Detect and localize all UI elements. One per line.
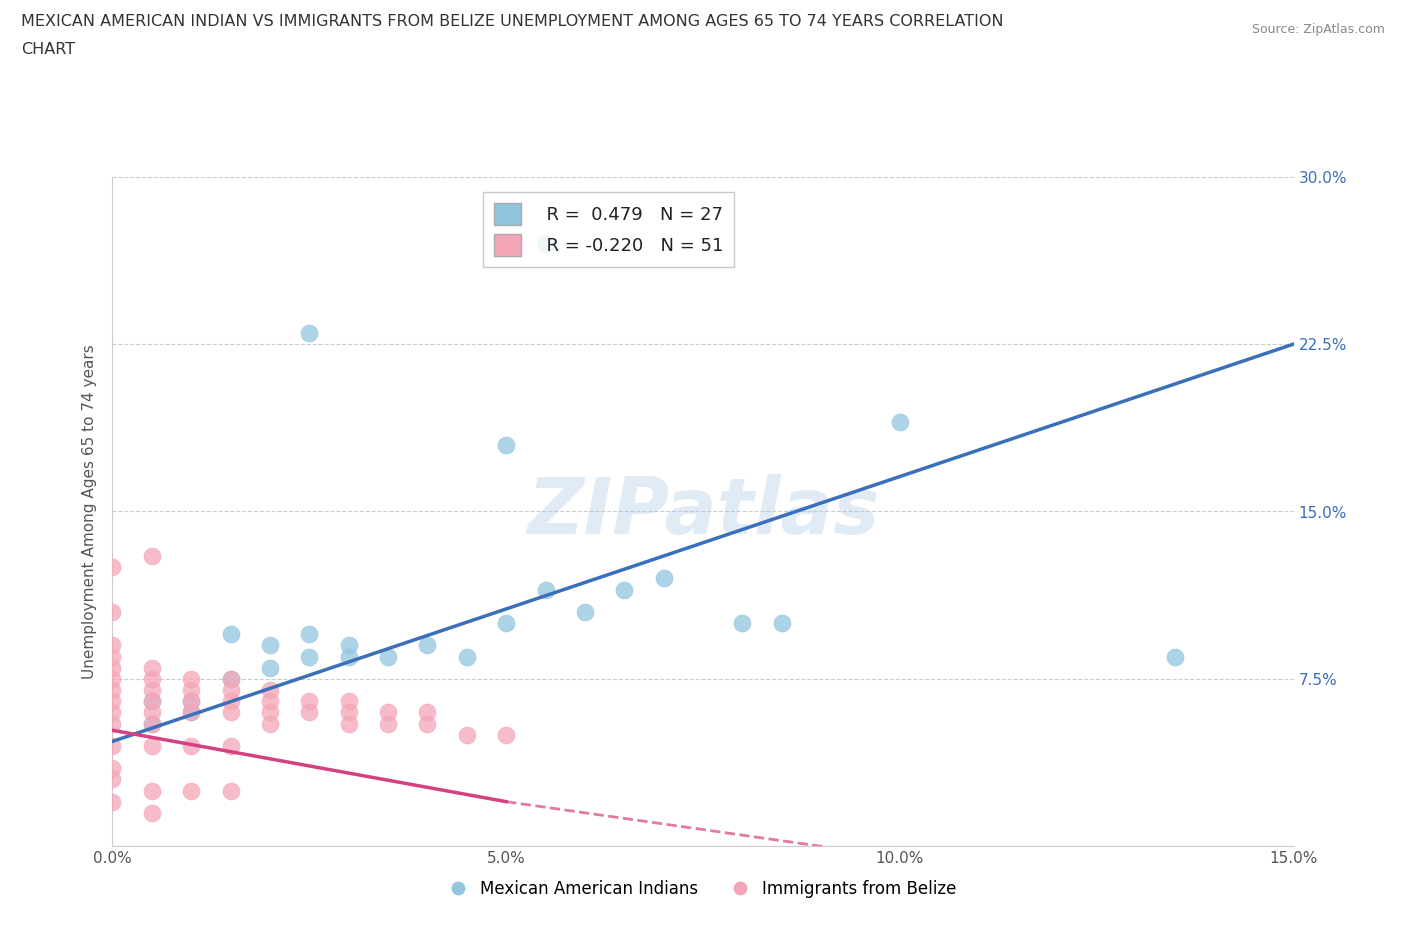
Point: [259, 683, 281, 698]
Point: [219, 671, 242, 686]
Point: [574, 604, 596, 619]
Point: [101, 638, 124, 653]
Point: [180, 671, 202, 686]
Point: [180, 694, 202, 709]
Point: [377, 716, 399, 731]
Point: [219, 694, 242, 709]
Point: [534, 582, 557, 597]
Point: [259, 705, 281, 720]
Point: [219, 783, 242, 798]
Point: [337, 638, 360, 653]
Point: [652, 571, 675, 586]
Point: [495, 437, 517, 452]
Text: CHART: CHART: [21, 42, 75, 57]
Point: [298, 694, 321, 709]
Point: [141, 716, 163, 731]
Point: [219, 671, 242, 686]
Point: [495, 616, 517, 631]
Point: [456, 649, 478, 664]
Point: [534, 236, 557, 251]
Point: [613, 582, 636, 597]
Point: [337, 705, 360, 720]
Point: [416, 638, 439, 653]
Point: [141, 660, 163, 675]
Point: [101, 683, 124, 698]
Point: [141, 694, 163, 709]
Point: [259, 694, 281, 709]
Point: [101, 694, 124, 709]
Point: [180, 783, 202, 798]
Point: [180, 694, 202, 709]
Point: [141, 705, 163, 720]
Point: [337, 716, 360, 731]
Point: [141, 716, 163, 731]
Point: [219, 627, 242, 642]
Point: [101, 560, 124, 575]
Point: [456, 727, 478, 742]
Point: [141, 671, 163, 686]
Point: [377, 649, 399, 664]
Point: [298, 649, 321, 664]
Point: [101, 660, 124, 675]
Point: [180, 705, 202, 720]
Point: [259, 638, 281, 653]
Point: [141, 694, 163, 709]
Point: [141, 783, 163, 798]
Text: Source: ZipAtlas.com: Source: ZipAtlas.com: [1251, 23, 1385, 36]
Point: [141, 738, 163, 753]
Point: [141, 683, 163, 698]
Point: [298, 326, 321, 340]
Point: [259, 716, 281, 731]
Point: [731, 616, 754, 631]
Point: [770, 616, 793, 631]
Point: [141, 805, 163, 820]
Point: [219, 705, 242, 720]
Point: [101, 716, 124, 731]
Point: [298, 705, 321, 720]
Point: [259, 660, 281, 675]
Point: [101, 761, 124, 776]
Point: [337, 649, 360, 664]
Point: [377, 705, 399, 720]
Point: [495, 727, 517, 742]
Text: ZIPatlas: ZIPatlas: [527, 473, 879, 550]
Point: [101, 738, 124, 753]
Point: [180, 683, 202, 698]
Legend: Mexican American Indians, Immigrants from Belize: Mexican American Indians, Immigrants fro…: [443, 873, 963, 905]
Point: [141, 549, 163, 564]
Point: [337, 694, 360, 709]
Point: [101, 772, 124, 787]
Point: [101, 794, 124, 809]
Point: [180, 705, 202, 720]
Point: [101, 671, 124, 686]
Text: MEXICAN AMERICAN INDIAN VS IMMIGRANTS FROM BELIZE UNEMPLOYMENT AMONG AGES 65 TO : MEXICAN AMERICAN INDIAN VS IMMIGRANTS FR…: [21, 14, 1004, 29]
Point: [1164, 649, 1187, 664]
Point: [101, 649, 124, 664]
Point: [298, 627, 321, 642]
Y-axis label: Unemployment Among Ages 65 to 74 years: Unemployment Among Ages 65 to 74 years: [82, 344, 97, 679]
Point: [889, 415, 911, 430]
Point: [416, 716, 439, 731]
Point: [416, 705, 439, 720]
Point: [219, 683, 242, 698]
Point: [101, 604, 124, 619]
Point: [101, 705, 124, 720]
Point: [219, 738, 242, 753]
Point: [180, 738, 202, 753]
